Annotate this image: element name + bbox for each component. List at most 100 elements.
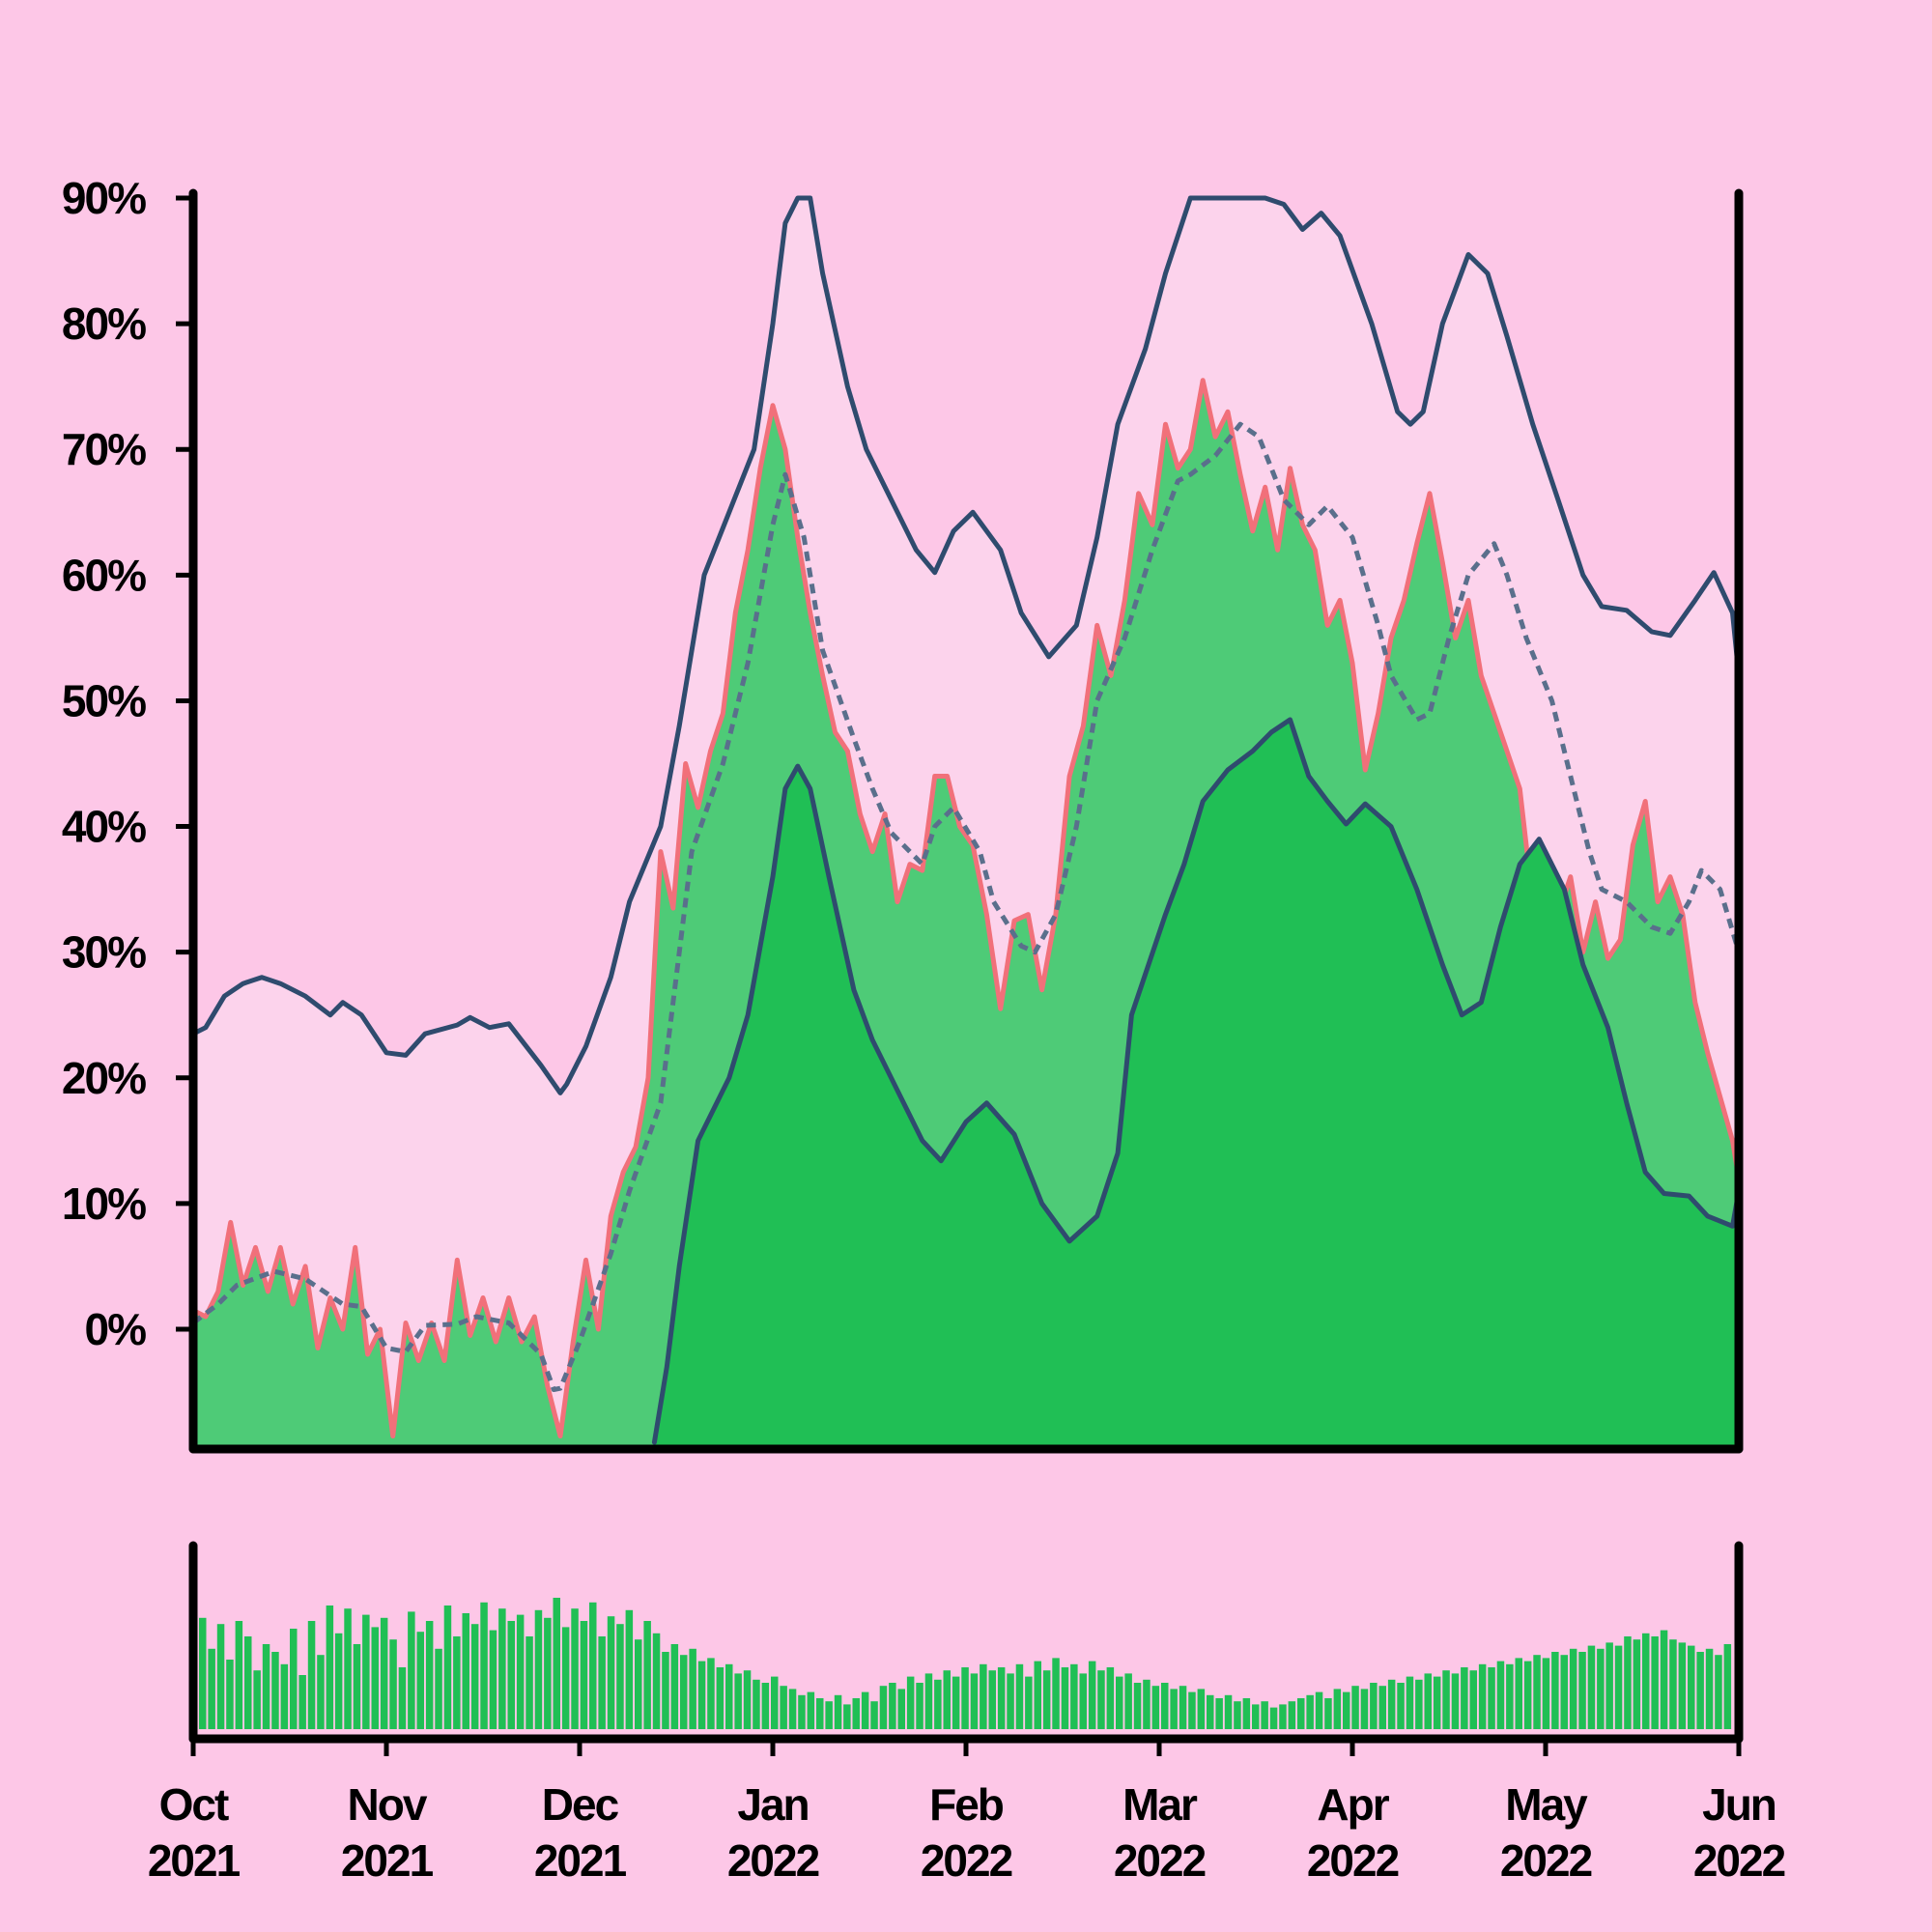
volume-bar [1669,1639,1677,1729]
volume-bar [1315,1691,1323,1729]
volume-bar [1324,1698,1332,1729]
volume-bar [1133,1683,1142,1729]
volume-bar [1106,1667,1115,1729]
volume-bar [216,1624,225,1729]
volume-bar [1343,1691,1350,1729]
volume-bar [425,1621,434,1729]
volume-bar [1578,1652,1586,1729]
volume-bar [389,1639,397,1729]
volume-bar [1207,1694,1214,1729]
volume-plot [199,1598,1732,1729]
volume-bar [1560,1655,1568,1729]
volume-bar [435,1648,442,1729]
volume-bar [1269,1707,1278,1729]
volume-bar [526,1636,533,1729]
volume-bar [1433,1676,1441,1729]
volume-bar [798,1694,806,1729]
y-tick-label: 60% [62,550,146,600]
volume-bar [1506,1663,1514,1729]
volume-bar [462,1613,469,1729]
volume-bar [326,1605,334,1729]
volume-bar [625,1609,634,1729]
volume-bar [780,1686,787,1729]
volume-bar [1360,1689,1369,1729]
volume-bar [1042,1670,1051,1729]
volume-bar [235,1621,243,1729]
volume-bar [290,1629,298,1729]
x-tick-label-year: 2021 [341,1835,434,1886]
x-tick-label-year: 2021 [148,1835,241,1886]
volume-bar [1488,1667,1495,1729]
volume-bar [652,1633,661,1729]
volume-bar [1188,1691,1196,1729]
x-tick-label-month: Nov [348,1779,428,1830]
volume-bar [635,1639,642,1729]
volume-bar [199,1617,207,1729]
volume-bar [1215,1698,1223,1729]
x-tick-label-month: Jan [737,1779,808,1830]
volume-bar [1088,1661,1096,1729]
volume-bar [544,1617,552,1729]
volume-bar [1351,1686,1359,1729]
volume-bar [725,1663,733,1729]
volume-bar [716,1667,724,1729]
volume-bar [897,1689,905,1729]
volume-bar [1034,1661,1041,1729]
volume-bar [1234,1701,1241,1729]
volume-bar [598,1636,606,1729]
volume-bar [852,1698,860,1729]
volume-bar [889,1683,896,1729]
y-tick-label: 70% [62,424,146,474]
volume-bar [344,1608,352,1729]
volume-bar [553,1598,560,1729]
volume-bar [334,1633,343,1729]
volume-bar [470,1624,479,1729]
volume-bar [1261,1701,1268,1729]
volume-bar [1197,1689,1206,1729]
volume-bar [670,1644,679,1729]
volume-bar [408,1611,415,1729]
volume-bar [807,1691,815,1729]
volume-bar [253,1670,261,1729]
volume-bar [1097,1670,1105,1729]
volume-bar [734,1673,742,1729]
volume-bar [1378,1686,1386,1729]
volume-bar [1469,1670,1477,1729]
volume-bar [843,1704,851,1729]
volume-bar [1587,1645,1596,1729]
x-tick-label-month: Dec [542,1779,619,1830]
volume-bar [1551,1652,1559,1729]
volume-bar [516,1614,525,1729]
volume-bar [1614,1645,1623,1729]
volume-bar [924,1673,933,1729]
volume-bar [607,1616,615,1729]
volume-bar [1124,1673,1132,1729]
volume-bar [1451,1673,1460,1729]
volume-bar [879,1686,888,1729]
volume-bar [1015,1663,1024,1729]
y-tick-label: 80% [62,298,146,349]
volume-bar [680,1655,688,1729]
volume-bar [934,1679,942,1729]
volume-bar [1116,1676,1123,1729]
x-tick-label-month: Jun [1702,1779,1776,1830]
volume-bar [1715,1655,1722,1729]
volume-bar [1542,1658,1550,1729]
volume-bar [1723,1644,1732,1729]
x-tick-label-year: 2021 [534,1835,627,1886]
lower-band-line [651,717,1739,1445]
volume-bar [280,1663,289,1729]
volume-bar [1705,1648,1714,1729]
volume-bar [1461,1667,1468,1729]
volume-bar [298,1675,306,1729]
volume-bar [1297,1698,1305,1729]
volume-bar [1597,1648,1605,1729]
volume-bar [788,1689,797,1729]
volume-bar [1052,1658,1060,1729]
axes: 0%10%20%30%40%50%60%70%80%90%Oct2021Nov2… [62,173,1787,1886]
volume-bar [707,1658,715,1729]
volume-bar [589,1602,597,1729]
volume-bar [1533,1655,1541,1729]
volume-bar [580,1621,588,1729]
volume-bar [1496,1661,1505,1729]
